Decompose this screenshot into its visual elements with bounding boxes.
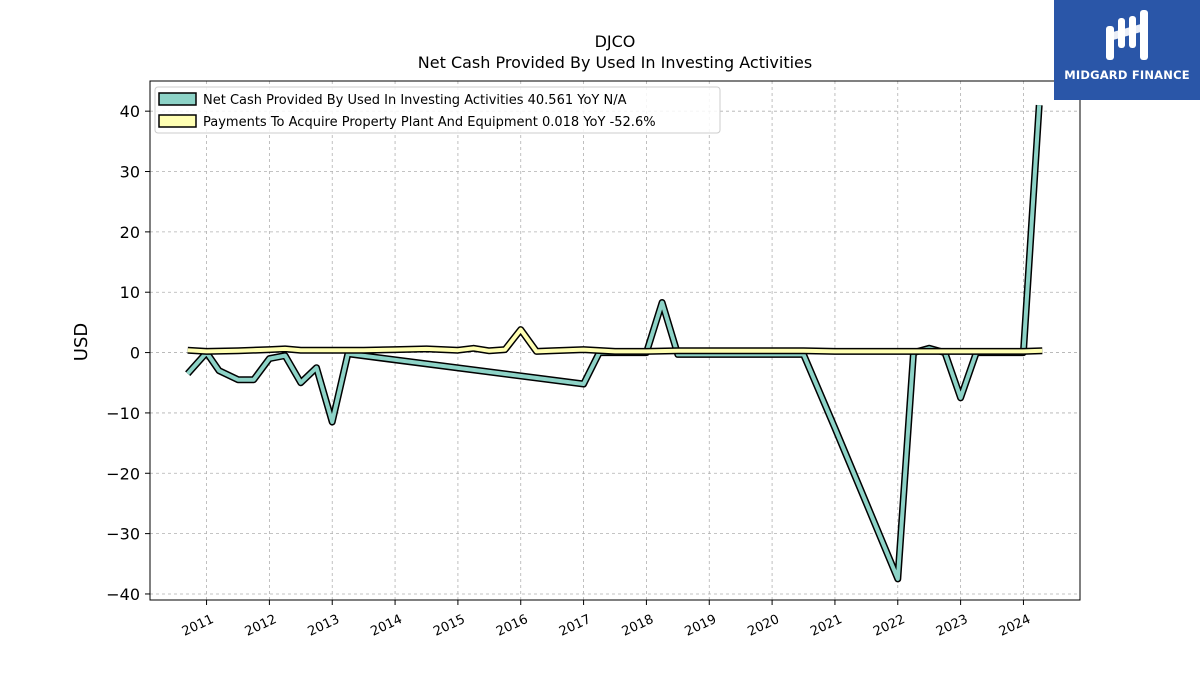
- series-outline-net-cash: [185, 104, 1043, 583]
- legend: Net Cash Provided By Used In Investing A…: [154, 86, 721, 134]
- y-tick-label: 10: [120, 283, 140, 302]
- x-tick-label: 2021: [808, 612, 844, 640]
- x-tick-label: 2013: [306, 612, 342, 640]
- legend-box: [154, 86, 721, 134]
- series-layer: [185, 104, 1043, 583]
- y-tick-label: −20: [106, 464, 140, 483]
- x-axis: 2011 2012 2013 2014 2015 2016 2017 2018 2019 2020…: [180, 600, 1033, 640]
- y-axis-label: USD: [71, 323, 92, 361]
- x-tick-label: 2024: [997, 612, 1033, 640]
- y-tick-label: 0: [130, 344, 140, 363]
- brand-name: MIDGARD FINANCE: [1064, 68, 1190, 82]
- y-tick-label: −30: [106, 525, 140, 544]
- x-tick-label: 2011: [180, 612, 216, 640]
- y-axis: 40 30 20 10 0 −10 −20 −30 −40: [106, 102, 150, 604]
- series-line-payments-ppe: [187, 327, 1043, 354]
- x-tick-label: 2012: [243, 612, 279, 640]
- x-tick-label: 2019: [683, 612, 719, 640]
- legend-label-net-cash: Net Cash Provided By Used In Investing A…: [203, 93, 627, 108]
- x-tick-label: 2016: [494, 612, 530, 640]
- chart-title: Net Cash Provided By Used In Investing A…: [418, 53, 812, 72]
- y-tick-label: −10: [106, 404, 140, 423]
- plot-frame: [149, 80, 1081, 601]
- grid: [150, 81, 1080, 600]
- y-tick-label: 20: [120, 223, 140, 242]
- legend-swatch-payments-ppe: [158, 114, 197, 128]
- x-tick-label: 2015: [431, 612, 467, 640]
- y-tick-label: 40: [120, 102, 140, 121]
- y-tick-label: −40: [106, 585, 140, 604]
- series-outline-payments-ppe: [187, 326, 1043, 355]
- brand-mark-icon: [1106, 10, 1148, 60]
- series-line-net-cash: [186, 104, 1042, 581]
- x-tick-label: 2017: [557, 612, 593, 640]
- brand-logo: MIDGARD FINANCE: [1054, 0, 1200, 100]
- chart-ticker: DJCO: [595, 32, 636, 51]
- x-tick-label: 2020: [745, 612, 781, 640]
- legend-label-payments-ppe: Payments To Acquire Property Plant And E…: [203, 115, 656, 130]
- x-tick-label: 2022: [871, 612, 907, 640]
- x-tick-label: 2014: [368, 612, 404, 640]
- x-tick-label: 2023: [934, 612, 970, 640]
- legend-swatch-net-cash: [158, 92, 197, 106]
- y-tick-label: 30: [120, 163, 140, 182]
- x-tick-label: 2018: [620, 612, 656, 640]
